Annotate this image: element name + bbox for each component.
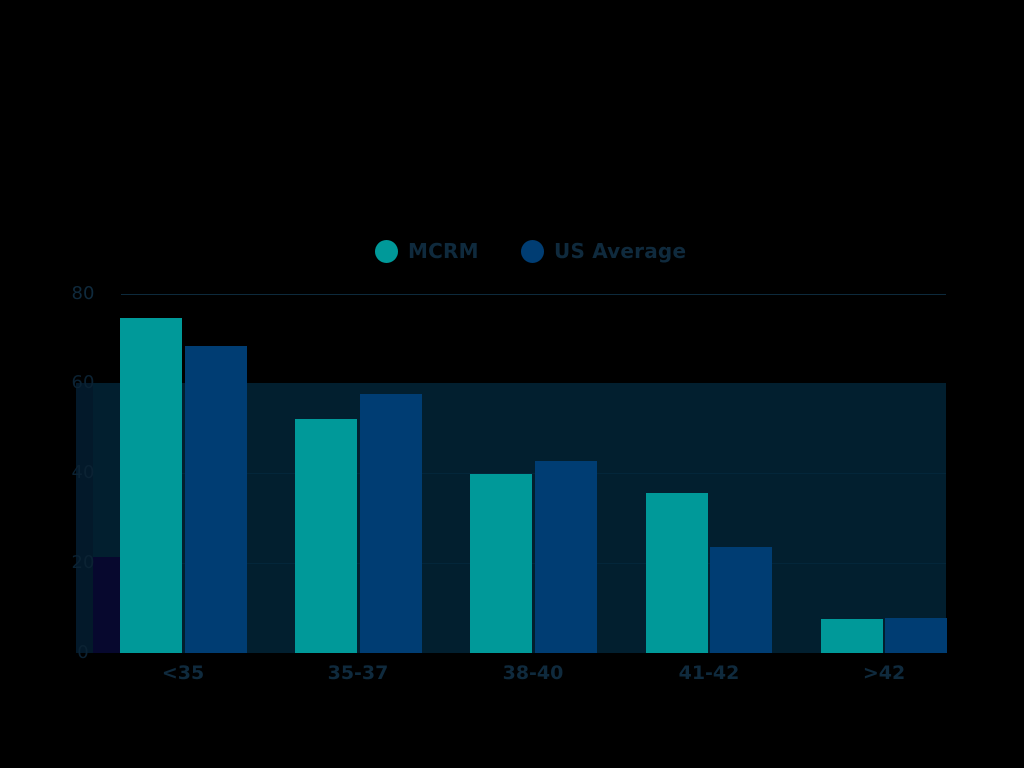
y-tick-0: 0 bbox=[77, 642, 89, 663]
y-tick-40: 40 bbox=[71, 462, 95, 483]
x-tick-gt42: >42 bbox=[862, 662, 906, 684]
legend-dot-mcrm-icon bbox=[375, 239, 398, 263]
legend-item-mcrm[interactable]: MCRM bbox=[375, 236, 479, 266]
x-tick-35-37: 35-37 bbox=[327, 662, 389, 684]
legend-item-us-average[interactable]: US Average bbox=[521, 236, 686, 266]
y-tick-80: 80 bbox=[71, 283, 95, 304]
bar-mcrm-41-42[interactable] bbox=[646, 493, 708, 653]
bar-mcrm-35-37[interactable] bbox=[295, 419, 357, 653]
plot-panel-left-strip bbox=[76, 383, 93, 653]
bar-us-average-gt42[interactable] bbox=[885, 618, 947, 653]
gridline-20 bbox=[121, 563, 946, 564]
gridline-80 bbox=[121, 294, 946, 295]
y-tick-60: 60 bbox=[71, 372, 95, 393]
plot-panel-navy-block bbox=[93, 557, 120, 653]
legend: MCRM US Average bbox=[0, 236, 1024, 266]
x-tick-38-40: 38-40 bbox=[502, 662, 564, 684]
bar-us-average-35-37[interactable] bbox=[360, 394, 422, 653]
x-tick-41-42: 41-42 bbox=[678, 662, 740, 684]
bar-us-average-lt35[interactable] bbox=[185, 346, 247, 653]
y-tick-20: 20 bbox=[71, 552, 95, 573]
legend-dot-us-average-icon bbox=[521, 239, 544, 263]
legend-label-mcrm: MCRM bbox=[408, 239, 479, 263]
legend-label-us-average: US Average bbox=[554, 239, 687, 263]
bar-mcrm-38-40[interactable] bbox=[470, 474, 532, 653]
bar-us-average-41-42[interactable] bbox=[710, 547, 772, 653]
gridline-40 bbox=[121, 473, 946, 474]
bar-mcrm-gt42[interactable] bbox=[821, 619, 883, 653]
bar-us-average-38-40[interactable] bbox=[535, 461, 597, 653]
x-tick-lt35: <35 bbox=[161, 662, 205, 684]
bar-mcrm-lt35[interactable] bbox=[120, 318, 182, 653]
